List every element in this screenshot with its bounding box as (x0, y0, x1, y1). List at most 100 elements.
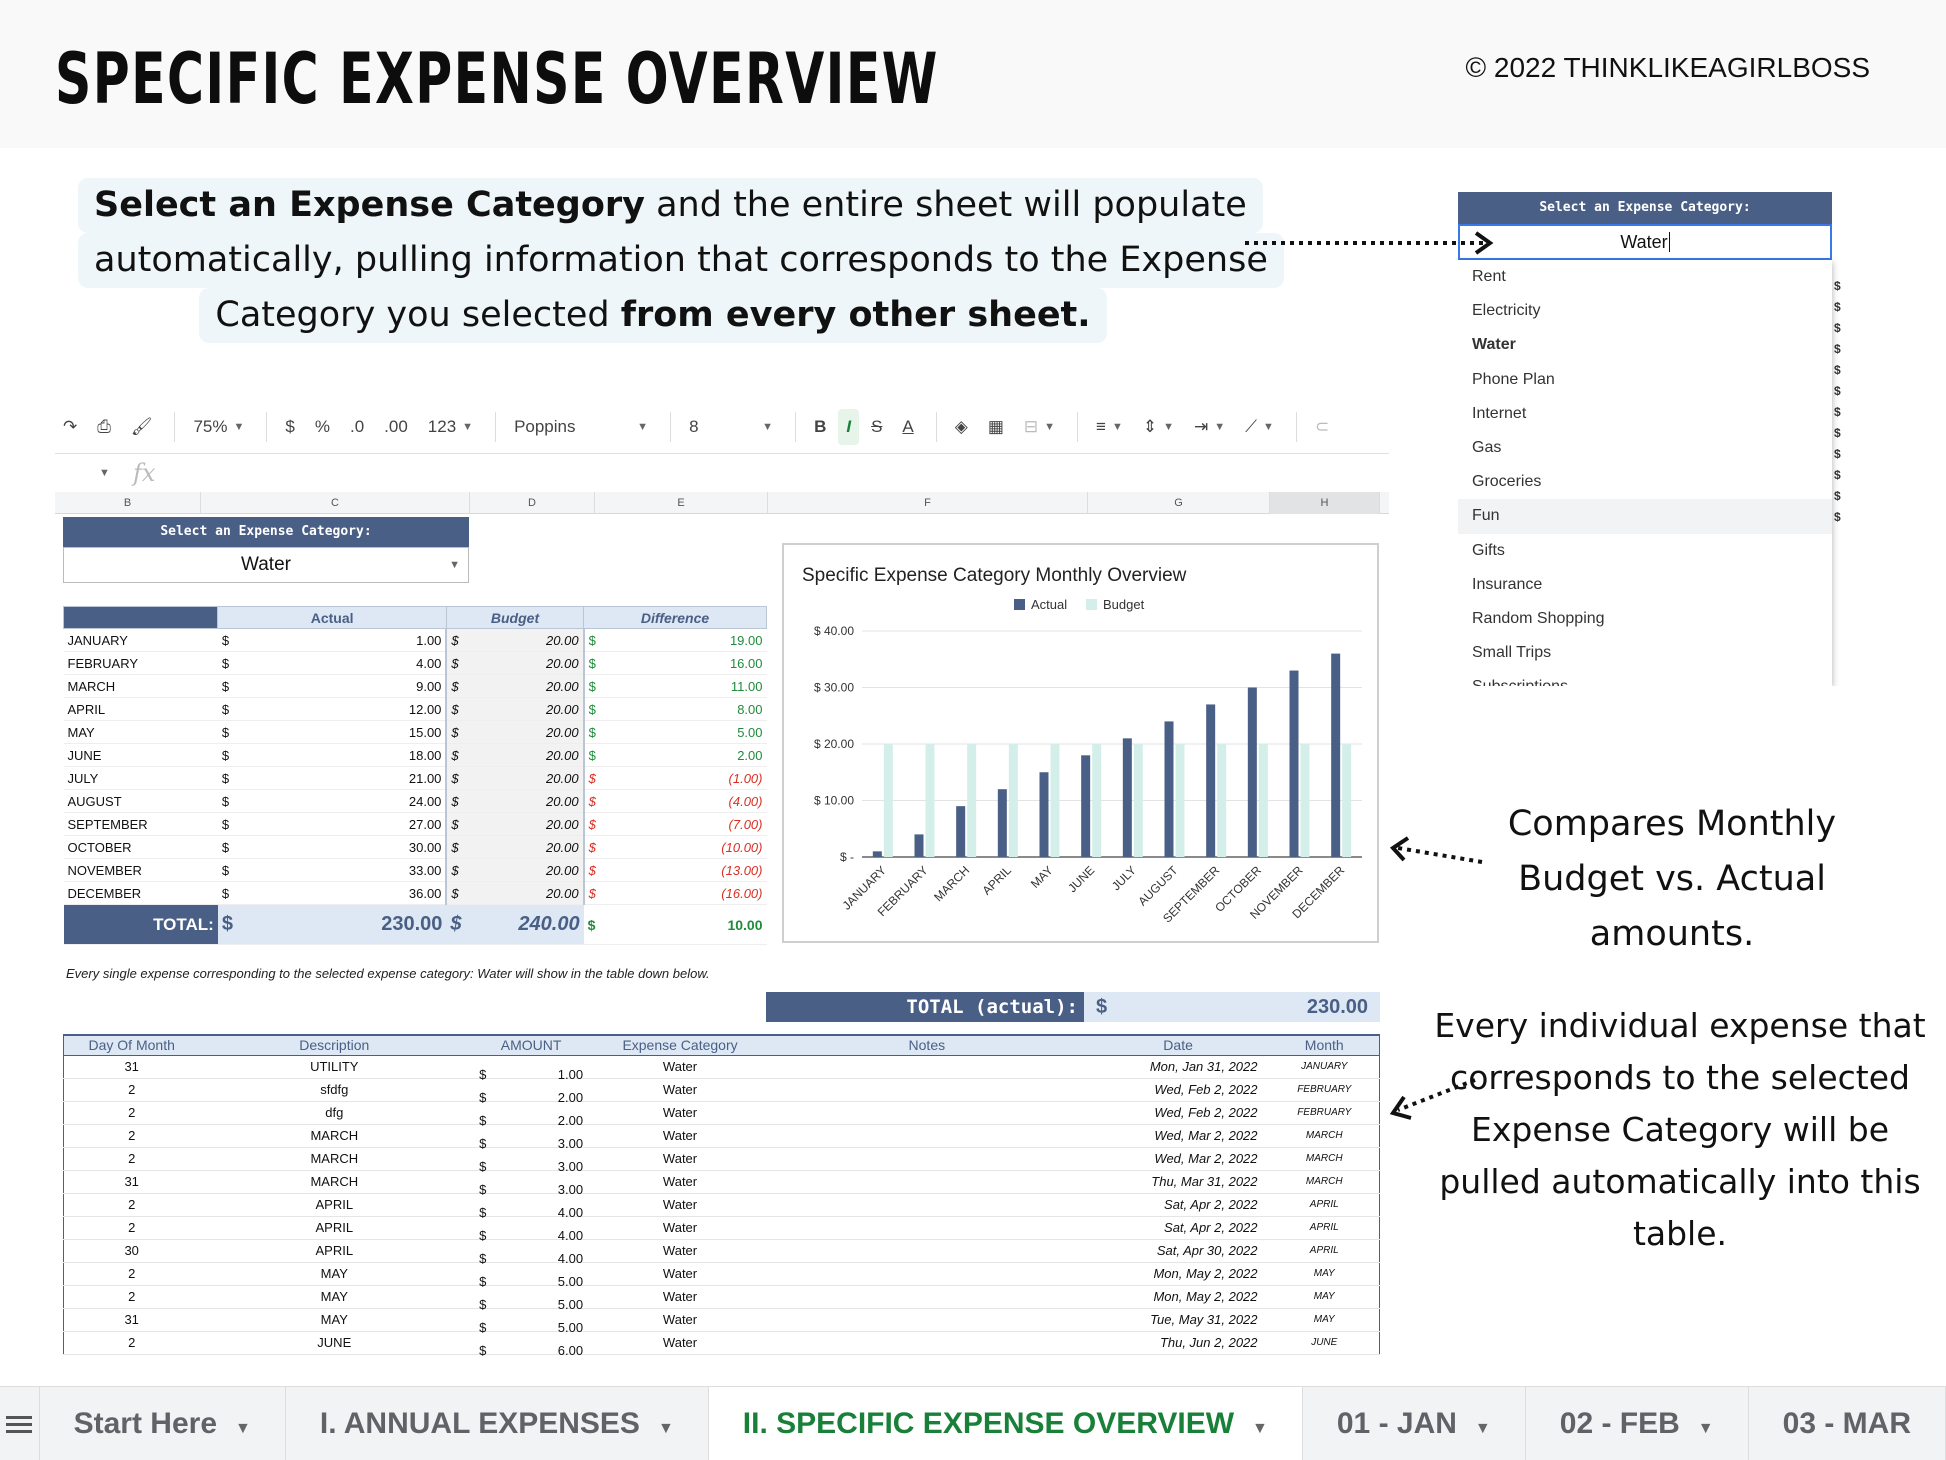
budget-cell[interactable]: 20.00 (469, 835, 584, 859)
category-cell[interactable]: Water (593, 1262, 767, 1286)
sheet-tab[interactable]: Start Here ▼ (40, 1387, 286, 1460)
paint-format-icon[interactable]: 🖌 (130, 416, 153, 436)
notes-cell[interactable] (766, 1170, 1087, 1194)
notes-cell[interactable] (766, 1124, 1087, 1148)
month-cell[interactable]: NOVEMBER (63, 858, 218, 882)
date-cell[interactable]: Sat, Apr 30, 2022 (1086, 1239, 1270, 1263)
notes-cell[interactable] (766, 1055, 1087, 1079)
fill-color-icon[interactable]: ◈ (954, 416, 968, 436)
day-cell[interactable]: 2 (63, 1193, 200, 1217)
month-cell[interactable]: MAY (1269, 1285, 1380, 1309)
text-color-button[interactable]: A (902, 416, 914, 436)
description-cell[interactable]: MAY (199, 1262, 470, 1286)
budget-cell[interactable]: 20.00 (469, 789, 584, 813)
description-cell[interactable]: sfdfg (199, 1078, 470, 1102)
monthly-overview-chart[interactable]: Specific Expense Category Monthly Overvi… (782, 543, 1379, 943)
day-cell[interactable]: 31 (63, 1055, 200, 1079)
italic-button[interactable]: I (838, 408, 860, 445)
day-cell[interactable]: 2 (63, 1078, 200, 1102)
day-cell[interactable]: 2 (63, 1147, 200, 1171)
redo-icon[interactable]: ↷ (63, 416, 78, 436)
all-sheets-menu-icon[interactable] (0, 1387, 40, 1460)
month-cell[interactable]: MARCH (63, 674, 218, 698)
category-cell[interactable]: Water (593, 1101, 767, 1125)
difference-cell[interactable]: (1.00) (606, 766, 767, 790)
strikethrough-button[interactable]: S (871, 416, 883, 436)
month-cell[interactable]: APRIL (1269, 1216, 1380, 1240)
actual-cell[interactable]: 1.00 (240, 628, 447, 652)
difference-cell[interactable]: 16.00 (606, 651, 767, 675)
category-cell[interactable]: Water (593, 1331, 767, 1355)
sheet-tab[interactable]: 02 - FEB ▼ (1526, 1387, 1749, 1460)
column-header[interactable]: G (1088, 492, 1270, 514)
dropdown-option[interactable]: Random Shopping (1472, 609, 1605, 627)
month-cell[interactable]: SEPTEMBER (63, 812, 218, 836)
text-wrap-icon[interactable]: ⇥ ▼ (1194, 416, 1226, 436)
month-cell[interactable]: MARCH (1269, 1147, 1380, 1171)
difference-cell[interactable]: 5.00 (606, 720, 767, 744)
date-cell[interactable]: Wed, Mar 2, 2022 (1086, 1124, 1270, 1148)
description-cell[interactable]: MAY (199, 1308, 470, 1332)
category-cell[interactable]: Water (593, 1147, 767, 1171)
actual-cell[interactable]: 9.00 (240, 674, 447, 698)
font-select[interactable]: Poppins ▼ (506, 409, 656, 445)
date-cell[interactable]: Sat, Apr 2, 2022 (1086, 1216, 1270, 1240)
actual-cell[interactable]: 33.00 (240, 858, 447, 882)
month-cell[interactable]: FEBRUARY (63, 651, 218, 675)
column-header[interactable]: C (201, 492, 470, 514)
date-cell[interactable]: Wed, Mar 2, 2022 (1086, 1147, 1270, 1171)
category-cell[interactable]: Water (593, 1216, 767, 1240)
date-cell[interactable]: Sat, Apr 2, 2022 (1086, 1193, 1270, 1217)
font-size-select[interactable]: 8 ▼ (681, 409, 781, 445)
amount-cell[interactable]: $2.00 (469, 1078, 594, 1105)
bold-button[interactable]: B (814, 416, 827, 436)
description-cell[interactable]: UTILITY (199, 1055, 470, 1079)
actual-cell[interactable]: 4.00 (240, 651, 447, 675)
dropdown-option[interactable]: Electricity (1472, 302, 1541, 320)
notes-cell[interactable] (766, 1331, 1087, 1355)
month-cell[interactable]: APRIL (1269, 1239, 1380, 1263)
month-cell[interactable]: OCTOBER (63, 835, 218, 859)
month-cell[interactable]: MAY (1269, 1262, 1380, 1286)
amount-cell[interactable]: $3.00 (469, 1124, 594, 1151)
month-cell[interactable]: MARCH (1269, 1170, 1380, 1194)
month-cell[interactable]: FEBRUARY (1269, 1078, 1380, 1102)
amount-cell[interactable]: $3.00 (469, 1170, 594, 1197)
dropdown-option[interactable]: Internet (1472, 404, 1527, 422)
budget-cell[interactable]: 20.00 (469, 628, 584, 652)
date-cell[interactable]: Wed, Feb 2, 2022 (1086, 1078, 1270, 1102)
difference-cell[interactable]: (16.00) (606, 881, 767, 905)
budget-cell[interactable]: 20.00 (469, 743, 584, 767)
sheet-tab[interactable]: I. ANNUAL EXPENSES ▼ (286, 1387, 709, 1460)
category-cell[interactable]: Water (593, 1124, 767, 1148)
day-cell[interactable]: 2 (63, 1101, 200, 1125)
dropdown-option[interactable]: Gifts (1472, 541, 1505, 559)
category-cell[interactable]: Water (593, 1193, 767, 1217)
amount-cell[interactable]: $4.00 (469, 1193, 594, 1220)
actual-cell[interactable]: 15.00 (240, 720, 447, 744)
day-cell[interactable]: 2 (63, 1124, 200, 1148)
difference-cell[interactable]: 8.00 (606, 697, 767, 721)
budget-cell[interactable]: 20.00 (469, 881, 584, 905)
month-cell[interactable]: JULY (63, 766, 218, 790)
notes-cell[interactable] (766, 1308, 1087, 1332)
dropdown-input[interactable]: Water (1458, 224, 1832, 260)
borders-icon[interactable]: ▦ (987, 416, 1004, 436)
date-cell[interactable]: Thu, Mar 31, 2022 (1086, 1170, 1270, 1194)
month-cell[interactable]: MAY (1269, 1308, 1380, 1332)
description-cell[interactable]: APRIL (199, 1239, 470, 1263)
category-cell[interactable]: Water (593, 1285, 767, 1309)
day-cell[interactable]: 2 (63, 1262, 200, 1286)
decrease-decimal-button[interactable]: .0 (349, 416, 365, 436)
category-cell[interactable]: Water (593, 1078, 767, 1102)
amount-cell[interactable]: $4.00 (469, 1239, 594, 1266)
zoom-select[interactable]: 75% ▼ (185, 409, 252, 445)
actual-cell[interactable]: 21.00 (240, 766, 447, 790)
budget-cell[interactable]: 20.00 (469, 674, 584, 698)
date-cell[interactable]: Thu, Jun 2, 2022 (1086, 1331, 1270, 1355)
budget-cell[interactable]: 20.00 (469, 697, 584, 721)
date-cell[interactable]: Mon, May 2, 2022 (1086, 1262, 1270, 1286)
description-cell[interactable]: MARCH (199, 1124, 470, 1148)
print-icon[interactable]: ⎙ (97, 416, 111, 436)
difference-cell[interactable]: (13.00) (606, 858, 767, 882)
